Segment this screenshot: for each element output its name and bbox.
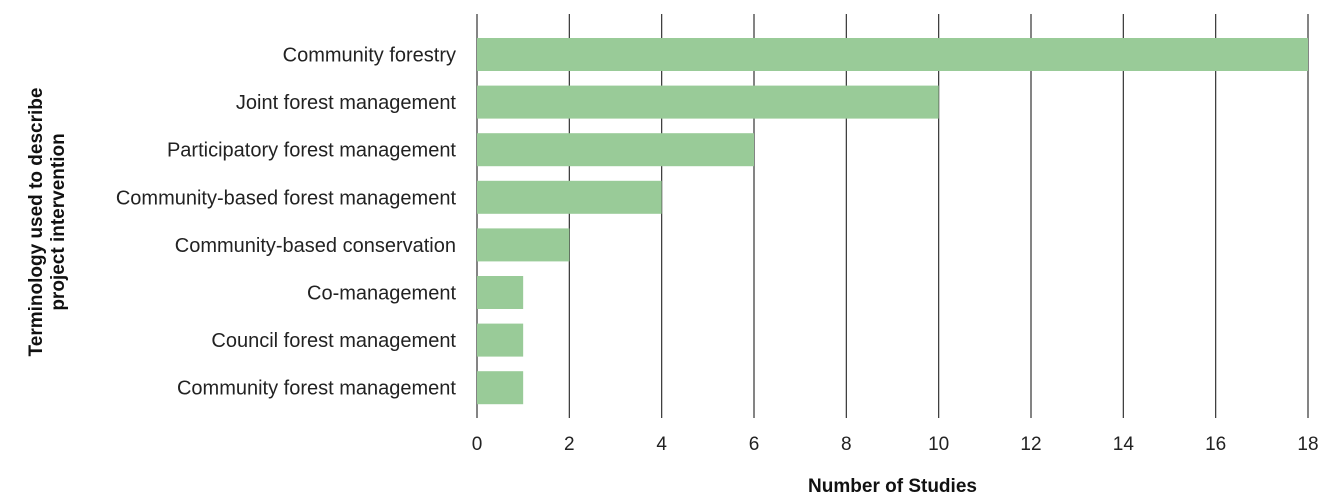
x-tick-label: 0 xyxy=(472,434,483,455)
x-tick-label: 6 xyxy=(749,434,760,455)
x-tick-label: 18 xyxy=(1297,434,1318,455)
category-label: Joint forest management xyxy=(236,92,457,114)
category-label: Community forestry xyxy=(283,45,456,67)
y-axis-title-line-2: project intervention xyxy=(48,133,69,310)
bar xyxy=(477,85,939,119)
bar xyxy=(477,228,570,262)
x-tick-label: 16 xyxy=(1205,434,1226,455)
x-tick-label: 12 xyxy=(1020,434,1041,455)
x-tick-label: 2 xyxy=(564,434,575,455)
gridlines xyxy=(476,14,1309,418)
category-label: Participatory forest management xyxy=(167,140,456,162)
category-labels: Community forestry Joint forest managemen… xyxy=(116,45,457,400)
x-tick-label: 4 xyxy=(656,434,667,455)
x-tick-label: 10 xyxy=(928,434,949,455)
bars xyxy=(477,38,1308,405)
category-label: Community-based forest management xyxy=(116,187,457,209)
category-label: Council forest management xyxy=(211,330,456,352)
category-label: Community-based conservation xyxy=(175,235,456,257)
bar xyxy=(477,276,524,309)
bar xyxy=(477,371,524,405)
x-tick-label: 8 xyxy=(841,434,852,455)
category-label: Co-management xyxy=(307,283,456,305)
x-axis-title: Number of Studies xyxy=(808,476,977,497)
bar xyxy=(477,180,662,214)
bar xyxy=(477,133,754,167)
bar xyxy=(477,323,524,357)
x-tick-labels: 0 2 4 6 8 10 12 14 16 18 xyxy=(472,434,1319,455)
bar xyxy=(477,38,1308,71)
x-tick-label: 14 xyxy=(1113,434,1135,455)
y-axis-title-line-1: Terminology used to describe xyxy=(26,88,47,357)
category-label: Community forest management xyxy=(177,378,456,400)
